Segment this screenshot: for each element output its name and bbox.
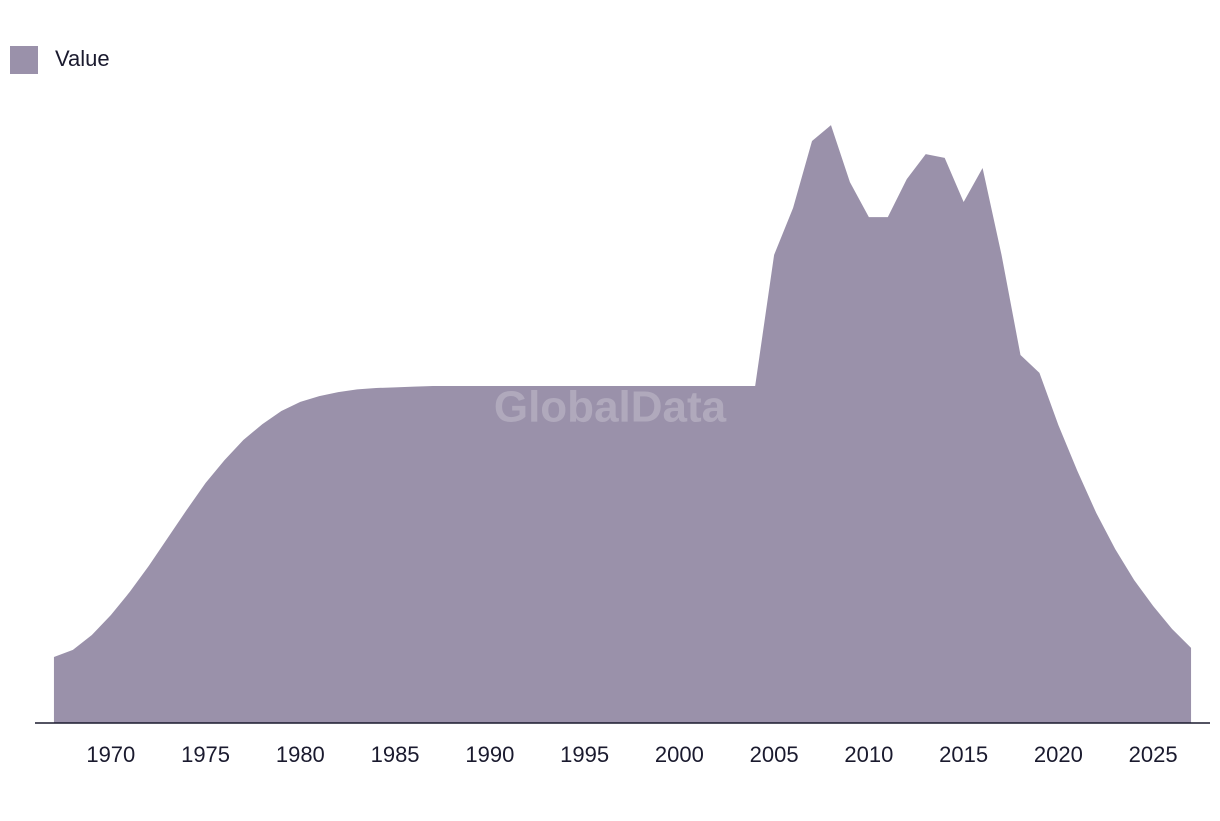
x-tick-label: 2020	[1034, 742, 1083, 767]
area	[53, 125, 1192, 723]
legend: Value	[10, 46, 110, 74]
x-tick-label: 1980	[276, 742, 325, 767]
x-tick-label: 1970	[86, 742, 135, 767]
x-tick-label: 2025	[1129, 742, 1178, 767]
legend-swatch	[10, 46, 38, 74]
x-tick-label: 1985	[371, 742, 420, 767]
x-tick-label: 2010	[844, 742, 893, 767]
x-tick-label: 2000	[655, 742, 704, 767]
x-tick-label: 1995	[560, 742, 609, 767]
x-tick-label: 1990	[465, 742, 514, 767]
watermark: GlobalData	[494, 383, 727, 432]
legend-label: Value	[55, 46, 110, 71]
plot-area	[53, 125, 1192, 723]
x-tick-label: 1975	[181, 742, 230, 767]
x-tick-label: 2015	[939, 742, 988, 767]
x-tick-label: 2005	[750, 742, 799, 767]
